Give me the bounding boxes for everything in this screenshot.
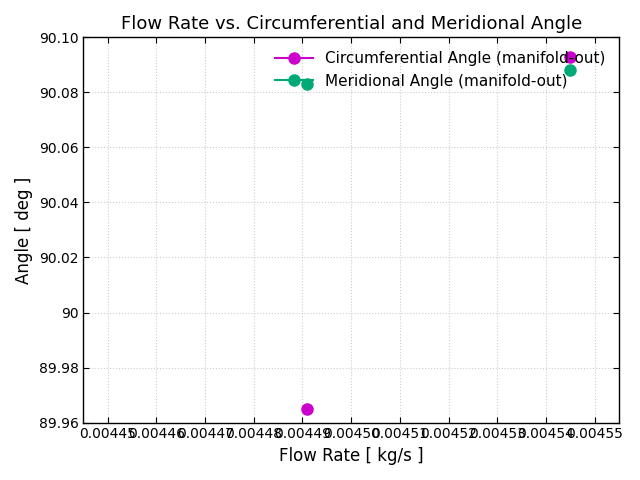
Meridional Angle (manifold-out) (302, 80, 312, 88)
Legend: Circumferential Angle (manifold-out), Meridional Angle (manifold-out): Circumferential Angle (manifold-out), Me… (268, 45, 611, 95)
Y-axis label: Angle [ deg ]: Angle [ deg ] (15, 176, 33, 284)
Meridional Angle (manifold-out) (565, 67, 575, 74)
Circumferential Angle (manifold-out) (302, 405, 312, 413)
Circumferential Angle (manifold-out) (565, 53, 575, 60)
Title: Flow Rate vs. Circumferential and Meridional Angle: Flow Rate vs. Circumferential and Meridi… (120, 15, 582, 33)
X-axis label: Flow Rate [ kg/s ]: Flow Rate [ kg/s ] (279, 447, 424, 465)
